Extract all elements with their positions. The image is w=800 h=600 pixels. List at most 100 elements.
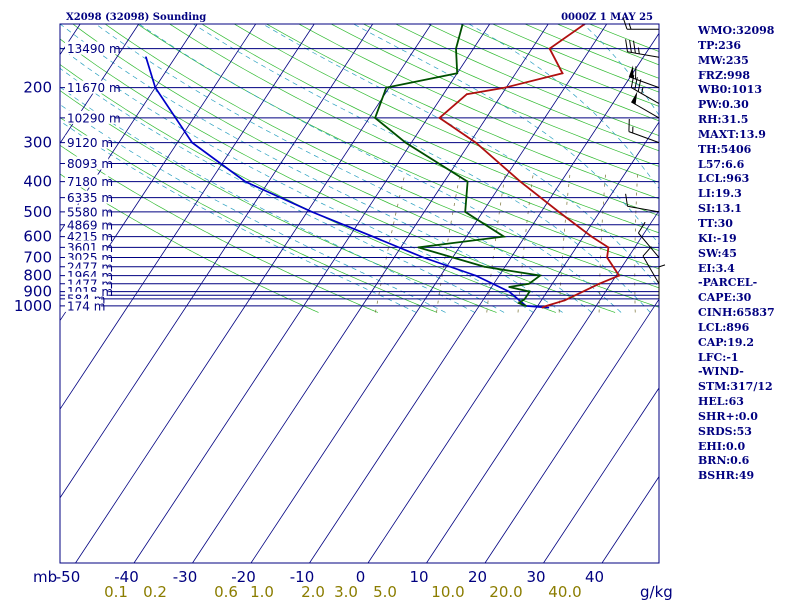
mixing-ratio-tick-label: 40.0: [548, 583, 581, 600]
dewpoint-profile-line-point: [483, 265, 486, 268]
temperature-tick-bg: [286, 566, 318, 584]
dewpoint-profile-line-point: [508, 286, 511, 288]
height-label: 5580 m: [67, 205, 113, 219]
wind-barb-staff: [638, 232, 660, 258]
wind-barb-feather: [637, 221, 646, 234]
dry-adiabat: [265, 24, 659, 200]
plot-background: [60, 24, 659, 563]
temperature-profile-line-point: [519, 180, 522, 183]
dry-adiabat: [362, 24, 659, 152]
wind-barb-staff: [631, 87, 660, 105]
sounding-index: TH:5406: [698, 142, 752, 156]
temperature-tick-bg: [344, 566, 377, 584]
pressure-label-bg: [18, 78, 52, 97]
mixing-ratio-tick-label: 0.2: [143, 583, 167, 600]
pressure-label-bg: [18, 266, 52, 285]
height-label-bg: [65, 156, 109, 170]
parcel-profile-line-point: [371, 235, 374, 238]
sounding-index: CINH:65837: [698, 306, 775, 320]
temperature-profile-line-point: [541, 306, 544, 309]
sounding-index: SRDS:53: [698, 424, 752, 438]
dry-adiabat: [104, 24, 659, 289]
wind-barb-half-feather: [641, 87, 644, 94]
height-label-bg: [65, 41, 116, 55]
temperature-tick-label: -30: [173, 568, 198, 586]
pressure-label-bg: [18, 172, 52, 191]
sounding-index: CAPE:30: [698, 291, 752, 305]
height-label-bg: [65, 217, 109, 231]
mixing-ratio-tick-label: 3.0: [334, 583, 358, 600]
wind-barb-feather: [642, 246, 652, 257]
temperature-tick-bg: [578, 566, 611, 584]
height-label: 7180 m: [67, 175, 113, 189]
wind-barb-pennant: [628, 65, 634, 79]
sounding-index: BSHR:49: [698, 469, 755, 483]
moist-adiabat: [262, 24, 659, 288]
wind-barb-feather: [630, 75, 635, 88]
parcel-profile-line-point: [422, 256, 425, 259]
isotherm: [60, 24, 198, 233]
sounding-index: STM:317/12: [698, 380, 773, 394]
pressure-label: 100: [23, 0, 52, 3]
temperature-profile-line-point: [545, 305, 548, 307]
wind-barb: [658, 264, 666, 299]
pressure-label: 700: [23, 249, 52, 267]
sounding-index: L57:6.6: [698, 157, 745, 171]
temperature-profile-line-point: [607, 246, 610, 249]
wind-barb: [628, 118, 660, 144]
dewpoint-profile-line-point: [374, 117, 376, 119]
mixing-ratio-tick-label: 0.1: [104, 583, 128, 600]
temperature-profile-line: [438, 24, 621, 309]
pressure-label-bg: [18, 0, 52, 3]
mixing-ratio-line: [679, 175, 682, 313]
temperature-profile-line-point: [563, 299, 566, 302]
sounding-index: RH:31.5: [698, 113, 749, 127]
dewpoint-profile-line-point: [455, 47, 457, 50]
dewpoint-profile-line-point: [466, 180, 469, 183]
temperature-tick-label: 10: [409, 568, 428, 586]
pressure-label: 300: [23, 134, 52, 152]
height-label: 8093 m: [67, 157, 113, 171]
temperature-tick-label: 20: [468, 568, 487, 586]
sounding-index: -WIND-: [698, 365, 744, 379]
height-label: 174 m: [67, 299, 105, 313]
station-title: X2098 (32098) Sounding: [66, 12, 206, 23]
moist-adiabat: [192, 24, 651, 313]
wind-barb: [622, 17, 659, 30]
parcel-profile-line-point: [311, 211, 313, 213]
pressure-label-bg: [18, 227, 52, 246]
temperature-profile-line-point: [557, 211, 560, 213]
dry-adiabat: [136, 24, 659, 270]
parcel-profile-line-point: [145, 56, 147, 59]
height-label-bg: [65, 174, 109, 188]
wind-barb-feather: [637, 79, 642, 92]
temperature-tick-bg: [520, 566, 552, 584]
pressure-label-bg: [18, 133, 52, 152]
temperature-tick-bg: [52, 566, 84, 584]
dewpoint-profile-line-point: [456, 72, 459, 75]
height-label-bg: [65, 190, 109, 204]
dry-adiabat: [330, 24, 659, 167]
height-label: 11670 m: [67, 81, 121, 95]
wind-barb-feather: [633, 40, 636, 54]
dry-adiabat: [72, 24, 659, 308]
isotherm: [192, 24, 549, 563]
dry-adiabat: [201, 24, 659, 234]
height-label: 16030 m: [67, 0, 121, 1]
mixing-ratio-line: [660, 175, 662, 313]
sounding-index: CAP:19.2: [698, 335, 755, 349]
temperature-tick-bg: [110, 566, 143, 584]
pressure-label: 600: [23, 228, 52, 246]
sounding-index: WB0:1013: [698, 83, 762, 97]
mixing-ratio-tick-label: 5.0: [373, 583, 397, 600]
dry-adiabat: [395, 24, 659, 137]
temperature-tick-bg: [227, 566, 260, 584]
pressure-label: 200: [23, 79, 52, 97]
wind-barb: [625, 193, 660, 213]
dewpoint-profile-line-point: [525, 305, 527, 307]
pressure-label-bg: [18, 282, 52, 301]
sounding-index: WMO:32098: [698, 24, 775, 37]
dewpoint-profile-line-point: [528, 290, 531, 293]
dewpoint-profile-line-point: [463, 17, 465, 19]
isotherm: [60, 24, 374, 499]
